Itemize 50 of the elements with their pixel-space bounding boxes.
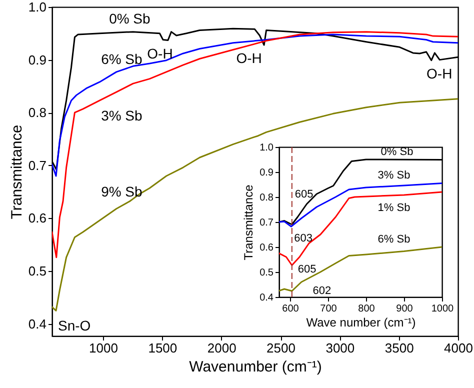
x-axis-title: Wave number (cm⁻¹) (306, 316, 416, 330)
series-label: 3% Sb (378, 170, 410, 182)
series-label: 3% Sb (101, 107, 143, 124)
annotation: O-H (426, 65, 452, 82)
x-tick-label: 1000 (89, 340, 118, 356)
line-series (279, 182, 442, 228)
y-tick-label: 0.9 (28, 52, 46, 68)
y-tick-label: 0.9 (260, 168, 274, 178)
series-label: 0% Sb (109, 10, 151, 26)
y-tick-label: 0.4 (28, 316, 46, 332)
y-tick-label: 0.8 (28, 105, 46, 120)
line-series (52, 98, 458, 312)
y-tick-label: 1.0 (260, 142, 274, 154)
series-label: 1% Sb (378, 202, 410, 214)
annotation: 605 (298, 263, 316, 276)
y-axis-title: Transmittance (8, 124, 26, 220)
line-series (279, 191, 442, 266)
x-tick-label: 800 (358, 304, 376, 314)
x-tick-label: 1500 (148, 340, 178, 356)
annotation: O-H (236, 50, 262, 66)
x-tick-label: 1000 (431, 304, 454, 314)
series-label: 0% Sb (380, 146, 414, 158)
y-tick-label: 0.6 (260, 242, 274, 254)
x-tick-label: 3500 (384, 340, 414, 356)
y-tick-label: 0.7 (28, 158, 46, 173)
series-label: 9% Sb (101, 183, 143, 200)
x-tick-label: 4000 (444, 340, 473, 356)
annotation: O-H (147, 45, 173, 62)
x-tick-label: 700 (320, 304, 338, 314)
x-tick-label: 2000 (207, 340, 236, 356)
y-axis-title: Transmittance (242, 184, 256, 260)
x-axis-title: Wavenumber (cm⁻¹) (189, 358, 322, 376)
x-tick-label: 900 (396, 304, 414, 314)
y-tick-label: 0.6 (28, 210, 46, 226)
y-tick-label: 0.4 (260, 292, 274, 304)
y-tick-label: 0.7 (260, 218, 274, 228)
y-tick-label: 1.0 (28, 0, 46, 14)
line-series (52, 31, 458, 258)
annotation: 605 (294, 188, 314, 200)
series-label: 6% Sb (101, 50, 143, 67)
x-tick-label: 600 (282, 304, 300, 314)
y-tick-label: 0.5 (28, 264, 46, 279)
x-tick-label: 3000 (326, 340, 355, 356)
series-label: 6% Sb (378, 233, 410, 246)
annotation: 602 (312, 285, 332, 297)
y-tick-label: 0.5 (260, 268, 274, 278)
x-tick-label: 2500 (266, 340, 296, 356)
y-tick-label: 0.8 (260, 192, 274, 204)
annotation: Sn-O (58, 318, 91, 334)
annotation: 603 (294, 232, 313, 244)
